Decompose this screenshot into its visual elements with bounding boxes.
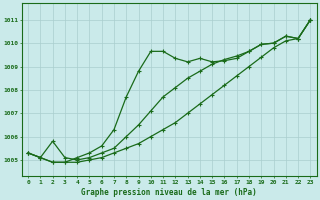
X-axis label: Graphe pression niveau de la mer (hPa): Graphe pression niveau de la mer (hPa): [81, 188, 257, 197]
